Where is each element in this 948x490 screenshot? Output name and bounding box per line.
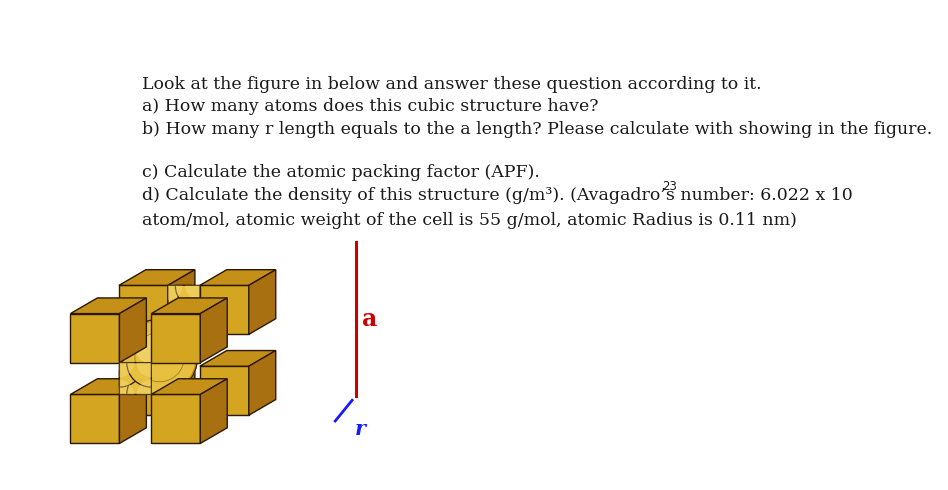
- Polygon shape: [152, 298, 228, 314]
- Polygon shape: [200, 379, 228, 443]
- Polygon shape: [152, 379, 228, 394]
- Polygon shape: [200, 366, 248, 415]
- Polygon shape: [118, 350, 195, 366]
- Text: d) Calculate the density of this structure (g/m³). (Avagadro’s number: 6.022 x 1: d) Calculate the density of this structu…: [142, 187, 853, 204]
- Polygon shape: [248, 270, 276, 334]
- Wedge shape: [175, 285, 200, 310]
- Polygon shape: [118, 285, 168, 334]
- Text: r: r: [355, 419, 365, 439]
- Text: 23: 23: [662, 179, 677, 193]
- Wedge shape: [119, 370, 144, 394]
- Circle shape: [121, 319, 197, 395]
- Wedge shape: [119, 363, 144, 387]
- Polygon shape: [168, 270, 195, 334]
- Text: a) How many atoms does this cubic structure have?: a) How many atoms does this cubic struct…: [142, 98, 598, 116]
- Wedge shape: [185, 285, 200, 300]
- Text: atom/mol, atomic weight of the cell is 55 g/mol, atomic Radius is 0.11 nm): atom/mol, atomic weight of the cell is 5…: [142, 212, 797, 229]
- Polygon shape: [200, 270, 276, 285]
- Wedge shape: [168, 285, 183, 300]
- Wedge shape: [175, 391, 200, 415]
- Text: Look at the figure in below and answer these question according to it.: Look at the figure in below and answer t…: [142, 76, 761, 93]
- Wedge shape: [137, 380, 152, 394]
- Wedge shape: [137, 363, 152, 377]
- Wedge shape: [168, 285, 192, 310]
- Polygon shape: [168, 350, 195, 415]
- Wedge shape: [168, 391, 192, 415]
- Wedge shape: [168, 400, 183, 415]
- Polygon shape: [119, 298, 146, 363]
- Polygon shape: [200, 298, 228, 363]
- Circle shape: [124, 322, 195, 392]
- Polygon shape: [200, 350, 276, 366]
- Polygon shape: [200, 285, 248, 334]
- Wedge shape: [185, 400, 200, 415]
- Wedge shape: [119, 380, 134, 394]
- Wedge shape: [127, 363, 152, 387]
- Polygon shape: [70, 379, 146, 394]
- Polygon shape: [248, 350, 276, 415]
- Polygon shape: [152, 394, 200, 443]
- Wedge shape: [127, 370, 152, 394]
- Text: b) How many r length equals to the a length? Please calculate with showing in th: b) How many r length equals to the a len…: [142, 121, 932, 138]
- Polygon shape: [70, 298, 146, 314]
- Polygon shape: [119, 379, 146, 443]
- Circle shape: [137, 334, 166, 363]
- Polygon shape: [118, 270, 195, 285]
- Polygon shape: [152, 314, 200, 363]
- Wedge shape: [119, 363, 134, 377]
- Text: c) Calculate the atomic packing factor (APF).: c) Calculate the atomic packing factor (…: [142, 165, 539, 181]
- Text: a: a: [362, 307, 377, 331]
- Polygon shape: [118, 366, 168, 415]
- Polygon shape: [70, 314, 119, 363]
- Polygon shape: [70, 394, 119, 443]
